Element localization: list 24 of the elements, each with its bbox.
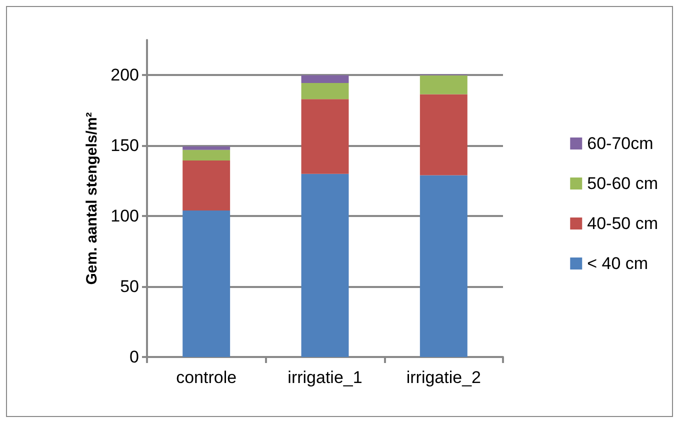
y-tick-label: 100 <box>110 206 139 226</box>
legend-label: 60-70cm <box>587 134 654 153</box>
bar <box>182 210 230 357</box>
legend-label: 40-50 cm <box>587 214 658 233</box>
bar <box>301 75 349 83</box>
bar <box>182 146 230 150</box>
y-tick-label: 150 <box>110 136 139 156</box>
bar <box>301 99 349 174</box>
bar <box>301 174 349 357</box>
legend-label: < 40 cm <box>587 254 648 273</box>
bar <box>420 94 468 176</box>
y-axis-title: Gem. aantal stengels/m² <box>84 112 101 285</box>
bar <box>420 75 468 94</box>
x-tick-label: irrigatie_1 <box>288 368 362 387</box>
bar <box>182 160 230 210</box>
y-tick-label: 0 <box>130 348 139 366</box>
bar <box>182 150 230 160</box>
legend-label: 50-60 cm <box>587 174 658 193</box>
bar <box>420 175 468 357</box>
y-tick-label: 50 <box>120 277 139 296</box>
x-tick-label: irrigatie_2 <box>406 368 481 387</box>
x-tick-label: controle <box>176 368 237 387</box>
y-tick-label: 200 <box>110 66 139 85</box>
bar <box>301 82 349 100</box>
